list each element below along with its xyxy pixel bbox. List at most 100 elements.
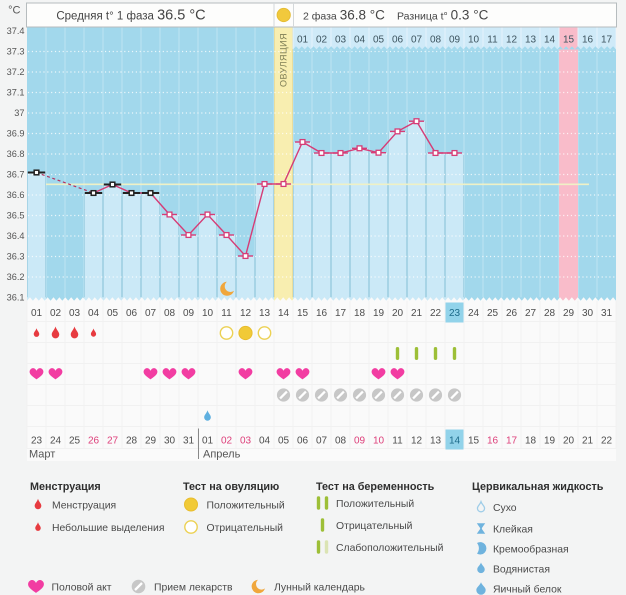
svg-text:23: 23 bbox=[31, 436, 43, 447]
svg-text:°C: °C bbox=[8, 5, 20, 17]
svg-text:06: 06 bbox=[126, 308, 138, 319]
svg-text:03: 03 bbox=[240, 436, 252, 447]
svg-text:16: 16 bbox=[487, 436, 499, 447]
svg-text:09: 09 bbox=[354, 436, 366, 447]
svg-text:28: 28 bbox=[126, 436, 138, 447]
svg-text:37.2: 37.2 bbox=[7, 67, 25, 77]
svg-text:03: 03 bbox=[335, 35, 347, 46]
svg-text:20: 20 bbox=[392, 308, 404, 319]
svg-text:20: 20 bbox=[563, 436, 575, 447]
svg-text:21: 21 bbox=[411, 308, 423, 319]
svg-text:Лунный календарь: Лунный календарь bbox=[274, 583, 365, 594]
svg-text:Разница t° 0.3 °C: Разница t° 0.3 °C bbox=[397, 8, 489, 23]
svg-text:36.5: 36.5 bbox=[7, 211, 25, 221]
svg-text:Кремообразная: Кремообразная bbox=[493, 544, 569, 556]
svg-text:01: 01 bbox=[31, 308, 43, 319]
svg-text:36.6: 36.6 bbox=[7, 190, 25, 200]
svg-text:Апрель: Апрель bbox=[203, 449, 241, 461]
svg-text:Половой акт: Половой акт bbox=[52, 583, 112, 594]
svg-text:07: 07 bbox=[411, 35, 423, 46]
svg-text:Менструация: Менструация bbox=[30, 481, 101, 493]
svg-text:Тест на овуляцию: Тест на овуляцию bbox=[183, 481, 279, 493]
svg-text:02: 02 bbox=[316, 35, 328, 46]
svg-text:14: 14 bbox=[449, 436, 461, 447]
svg-text:17: 17 bbox=[335, 308, 347, 319]
svg-text:21: 21 bbox=[582, 436, 594, 447]
svg-text:Небольшие выделения: Небольшие выделения bbox=[52, 522, 164, 534]
svg-text:28: 28 bbox=[544, 308, 556, 319]
svg-text:26: 26 bbox=[506, 308, 518, 319]
svg-text:37.3: 37.3 bbox=[7, 47, 25, 57]
svg-text:36.9: 36.9 bbox=[7, 129, 25, 139]
svg-text:25: 25 bbox=[487, 308, 499, 319]
svg-text:29: 29 bbox=[563, 308, 575, 319]
svg-text:02: 02 bbox=[50, 308, 62, 319]
svg-text:04: 04 bbox=[259, 436, 271, 447]
svg-text:06: 06 bbox=[392, 35, 404, 46]
svg-text:36.8: 36.8 bbox=[7, 149, 25, 159]
svg-text:Отрицательный: Отрицательный bbox=[336, 521, 413, 532]
svg-text:02: 02 bbox=[221, 436, 233, 447]
svg-text:14: 14 bbox=[278, 308, 290, 319]
svg-text:Прием лекарств: Прием лекарств bbox=[154, 583, 233, 594]
svg-text:Сухо: Сухо bbox=[493, 503, 517, 514]
svg-text:36.7: 36.7 bbox=[7, 170, 25, 180]
svg-text:12: 12 bbox=[240, 308, 252, 319]
svg-text:36.4: 36.4 bbox=[7, 231, 25, 241]
svg-text:09: 09 bbox=[449, 35, 461, 46]
svg-text:Тест на беременность: Тест на беременность bbox=[316, 481, 435, 493]
svg-text:07: 07 bbox=[145, 308, 157, 319]
svg-text:Март: Март bbox=[29, 449, 55, 461]
svg-text:Яичный белок: Яичный белок bbox=[493, 584, 562, 595]
svg-text:12: 12 bbox=[411, 436, 423, 447]
svg-text:11: 11 bbox=[221, 308, 232, 319]
svg-text:11: 11 bbox=[392, 436, 403, 447]
svg-text:05: 05 bbox=[107, 308, 119, 319]
svg-text:26: 26 bbox=[88, 436, 100, 447]
svg-text:06: 06 bbox=[297, 436, 309, 447]
svg-text:36.3: 36.3 bbox=[7, 252, 25, 262]
svg-text:15: 15 bbox=[563, 35, 575, 46]
svg-text:05: 05 bbox=[278, 436, 290, 447]
svg-text:24: 24 bbox=[468, 308, 480, 319]
svg-text:Отрицательный: Отрицательный bbox=[207, 523, 284, 534]
svg-text:08: 08 bbox=[430, 35, 442, 46]
svg-text:17: 17 bbox=[506, 436, 518, 447]
svg-text:13: 13 bbox=[430, 436, 442, 447]
svg-text:Положительный: Положительный bbox=[207, 501, 285, 512]
svg-text:31: 31 bbox=[183, 436, 195, 447]
svg-text:18: 18 bbox=[354, 308, 366, 319]
svg-text:2 фаза 36.8 °C: 2 фаза 36.8 °C bbox=[303, 8, 385, 23]
svg-text:04: 04 bbox=[354, 35, 366, 46]
svg-text:Менструация: Менструация bbox=[52, 501, 116, 512]
svg-text:27: 27 bbox=[525, 308, 537, 319]
svg-text:31: 31 bbox=[601, 308, 613, 319]
svg-text:24: 24 bbox=[50, 436, 62, 447]
svg-text:07: 07 bbox=[316, 436, 328, 447]
svg-text:13: 13 bbox=[525, 35, 537, 46]
svg-text:16: 16 bbox=[316, 308, 328, 319]
svg-text:37.1: 37.1 bbox=[7, 88, 25, 98]
svg-text:17: 17 bbox=[601, 35, 613, 46]
svg-text:22: 22 bbox=[601, 436, 613, 447]
svg-text:Клейкая: Клейкая bbox=[493, 525, 533, 536]
svg-text:36.2: 36.2 bbox=[7, 272, 25, 282]
svg-text:15: 15 bbox=[297, 308, 309, 319]
svg-text:19: 19 bbox=[544, 436, 556, 447]
svg-text:Цервикальная жидкость: Цервикальная жидкость bbox=[472, 481, 604, 493]
svg-text:30: 30 bbox=[582, 308, 594, 319]
svg-text:15: 15 bbox=[468, 436, 480, 447]
svg-text:10: 10 bbox=[468, 35, 480, 46]
svg-text:01: 01 bbox=[297, 35, 309, 46]
svg-text:29: 29 bbox=[145, 436, 157, 447]
svg-text:Средняя t° 1 фаза 36.5 °C: Средняя t° 1 фаза 36.5 °C bbox=[56, 8, 205, 24]
svg-text:16: 16 bbox=[582, 35, 594, 46]
svg-text:Положительный: Положительный bbox=[336, 499, 414, 510]
svg-text:12: 12 bbox=[506, 35, 518, 46]
svg-text:23: 23 bbox=[449, 308, 461, 319]
svg-text:30: 30 bbox=[164, 436, 176, 447]
svg-text:13: 13 bbox=[259, 308, 271, 319]
svg-text:03: 03 bbox=[69, 308, 81, 319]
svg-text:ОВУЛЯЦИЯ: ОВУЛЯЦИЯ bbox=[279, 33, 289, 87]
svg-text:37.4: 37.4 bbox=[7, 26, 25, 36]
